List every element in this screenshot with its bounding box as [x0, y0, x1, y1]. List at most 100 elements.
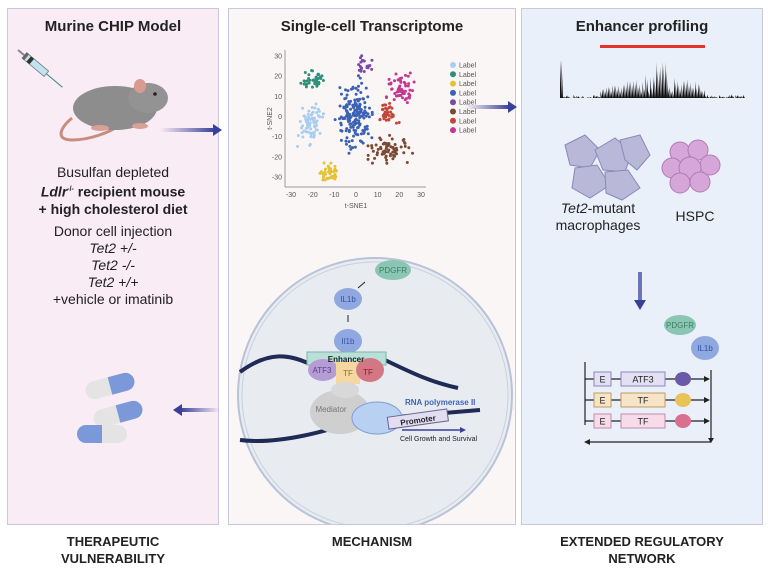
y-axis-label: t-SNE2 — [267, 107, 274, 130]
scatter-point — [404, 84, 408, 88]
scatter-point — [407, 92, 411, 96]
scatter-point — [349, 99, 353, 103]
scatter-point — [370, 110, 374, 114]
scatter-point — [309, 135, 313, 139]
scatter-point — [391, 157, 395, 161]
scatter-point — [321, 172, 325, 176]
tf-label: TF — [343, 369, 353, 378]
scatter-point — [399, 145, 403, 149]
text-fragment: -mutant — [587, 200, 636, 216]
dna-strand — [384, 358, 459, 390]
text-line: Donor cell injection — [53, 222, 173, 239]
scatter-point — [354, 113, 358, 117]
scatter-point — [379, 138, 383, 142]
scatter-point — [359, 90, 363, 94]
footer-line: NETWORK — [608, 551, 676, 566]
scatter-point — [381, 107, 385, 111]
scatter-point — [382, 103, 386, 107]
scatter-point — [393, 154, 397, 158]
scatter-point — [401, 138, 405, 142]
scatter-point — [412, 80, 416, 84]
scatter-point — [375, 151, 379, 155]
scatter-point — [402, 151, 406, 155]
arrowhead — [508, 101, 517, 113]
scatter-point — [361, 59, 365, 63]
y-tick-label: 30 — [274, 54, 282, 61]
scatter-point — [353, 119, 357, 123]
scatter-point — [345, 136, 349, 140]
scatter-point — [302, 79, 306, 83]
scatter-point — [349, 87, 353, 91]
scatter-point — [394, 94, 398, 98]
scatter-point — [370, 161, 374, 165]
scatter-point — [360, 114, 364, 118]
text-line: +vehicle or imatinib — [52, 290, 174, 307]
enhancer-region-bar — [600, 45, 705, 48]
gene-regulatory-network: E ATF3 E TF E TF — [584, 362, 714, 445]
scatter-point — [408, 88, 412, 92]
scatter-point — [389, 110, 393, 114]
scatter-point — [384, 158, 388, 162]
arrowhead — [704, 397, 710, 403]
scatter-point — [357, 113, 361, 117]
arrow-mechanism-to-therapy — [180, 408, 220, 412]
scatter-point — [388, 101, 392, 105]
scatter-point — [321, 112, 325, 116]
scatter-point — [384, 106, 388, 110]
pdgfr-label: PDGFR — [666, 321, 694, 330]
scatter-point — [303, 115, 307, 119]
legend-marker — [450, 71, 456, 78]
scatter-point — [391, 113, 395, 117]
scatter-point — [408, 96, 412, 100]
scatter-point — [374, 143, 378, 147]
scatter-point — [386, 144, 390, 148]
scatter-point — [389, 145, 393, 149]
scatter-point — [400, 88, 404, 92]
legend-label: Label — [459, 90, 477, 97]
scatter-point — [307, 73, 311, 77]
promoter-box — [386, 408, 449, 430]
scatter-point — [345, 109, 349, 113]
arrow-transcriptome-to-enhancer — [465, 105, 510, 109]
outcome-label: Cell Growth and Survival — [400, 436, 477, 443]
legend-label: Label — [459, 63, 477, 70]
scatter-point — [366, 95, 370, 99]
x-tick-label: -20 — [308, 192, 318, 199]
scatter-point — [349, 107, 353, 111]
scatter-point — [365, 127, 369, 131]
atf3-label: ATF3 — [313, 366, 333, 375]
scatter-point — [347, 102, 351, 106]
scatter-point — [362, 130, 366, 134]
scatter-point — [399, 80, 403, 84]
pdgfr-protein-icon — [664, 315, 696, 335]
y-tick-label: -10 — [272, 134, 282, 141]
scatter-point — [309, 113, 313, 117]
scatter-point — [397, 120, 401, 124]
scatter-point — [398, 77, 402, 81]
scatter-point — [339, 123, 343, 127]
scatter-point — [314, 102, 318, 106]
legend-marker — [450, 89, 456, 96]
scatter-point — [384, 118, 388, 122]
scatter-point — [323, 178, 327, 182]
scatter-point — [296, 134, 300, 138]
scatter-point — [387, 106, 391, 110]
scatter-point — [356, 126, 360, 130]
scatter-point — [318, 131, 322, 135]
scatter-point — [353, 108, 357, 112]
scatter-point — [370, 136, 374, 140]
panel-title-transcriptome: Single-cell Transcriptome — [280, 18, 464, 35]
enhancer-label: Enhancer — [328, 355, 364, 364]
x-tick-label: -30 — [286, 192, 296, 199]
scatter-point — [345, 93, 349, 97]
scatter-point — [393, 143, 397, 147]
scatter-point — [308, 143, 312, 147]
scatter-point — [366, 132, 370, 136]
scatter-point — [310, 106, 314, 110]
scatter-point — [403, 141, 407, 145]
panel-title-murine-model: Murine CHIP Model — [44, 18, 182, 35]
scatter-point — [357, 121, 361, 125]
scatter-point — [339, 138, 343, 142]
scatter-point — [362, 97, 366, 101]
